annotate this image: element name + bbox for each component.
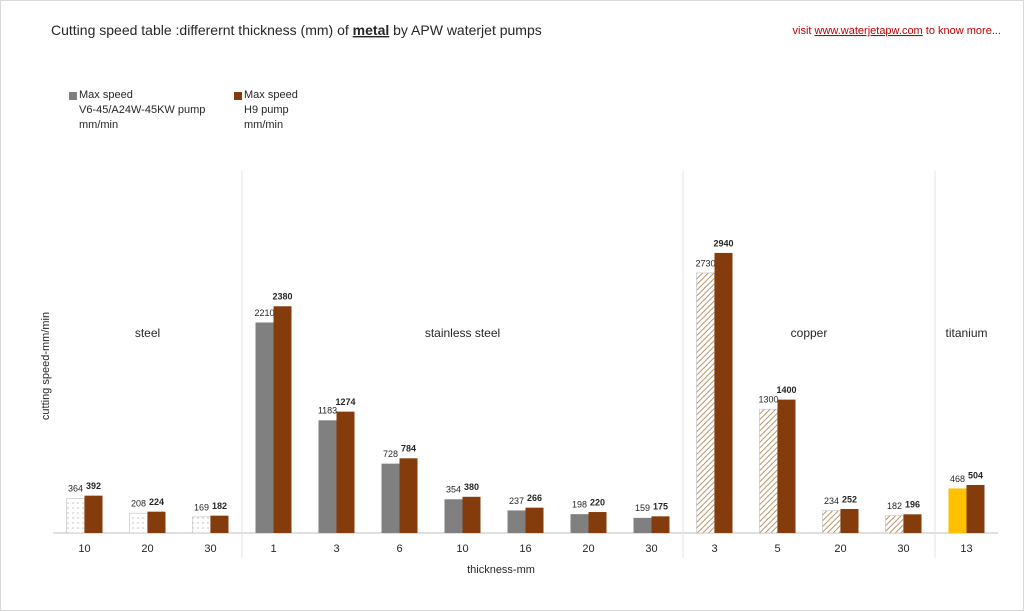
bar <box>777 399 796 533</box>
link[interactable]: www.waterjetapw.com <box>814 25 923 37</box>
bar <box>570 514 589 533</box>
data-label: 364 <box>68 484 83 494</box>
data-label: 234 <box>824 496 839 506</box>
data-label: 175 <box>653 502 668 512</box>
data-label: 380 <box>464 482 479 492</box>
bar <box>948 488 967 533</box>
data-label: 468 <box>950 474 965 484</box>
legend-label: Max speed H9 pump mm/min <box>244 89 298 131</box>
data-label: 1274 <box>335 397 355 407</box>
x-tick-label: 10 <box>456 543 468 555</box>
chart-title: Cutting speed table :differernt thicknes… <box>51 22 542 38</box>
y-axis-label: cutting speed-mm/min <box>40 312 52 420</box>
data-label: 2730 <box>695 258 715 268</box>
x-tick-label: 16 <box>519 543 531 555</box>
data-label: 237 <box>509 496 524 506</box>
bar <box>696 272 715 534</box>
legend-swatch <box>69 92 77 100</box>
bar <box>651 516 670 533</box>
bar <box>840 508 859 533</box>
data-label: 2210 <box>254 308 274 318</box>
x-tick-label: 30 <box>897 543 909 555</box>
data-label: 159 <box>635 503 650 513</box>
x-tick-label: 1 <box>270 543 276 555</box>
bar <box>759 408 778 534</box>
title-part: Cutting speed table :differernt thicknes… <box>51 22 349 38</box>
bar <box>507 510 526 533</box>
x-axis-label: thickness-mm <box>467 564 535 576</box>
bar <box>444 499 463 533</box>
bar <box>129 512 148 534</box>
bar <box>588 512 607 533</box>
bar <box>822 510 841 534</box>
link-text: visit www.waterjetapw.com to know more..… <box>793 25 1002 37</box>
data-label: 1400 <box>776 385 796 395</box>
data-label: 784 <box>401 444 416 454</box>
data-label: 728 <box>383 449 398 459</box>
bar <box>462 496 481 533</box>
data-label: 182 <box>887 501 902 511</box>
bar <box>903 514 922 533</box>
data-label: 354 <box>446 485 461 495</box>
data-label: 208 <box>131 499 146 509</box>
bar <box>273 306 292 533</box>
data-label: 196 <box>905 500 920 510</box>
x-tick-label: 3 <box>711 543 717 555</box>
bar <box>525 507 544 533</box>
data-label: 266 <box>527 493 542 503</box>
data-label: 169 <box>194 502 209 512</box>
bar <box>84 495 103 533</box>
data-label: 1183 <box>318 406 337 416</box>
x-tick-label: 10 <box>78 543 90 555</box>
group-label: stainless steel <box>425 326 500 340</box>
data-label: 182 <box>212 501 227 511</box>
bar <box>192 516 211 534</box>
x-tick-label: 3 <box>333 543 339 555</box>
bar <box>210 515 229 533</box>
legend-label: Max speed V6-45/A24W-45KW pump mm/min <box>79 89 206 131</box>
link-part: to know more... <box>926 25 1001 37</box>
bar <box>885 515 904 534</box>
x-tick-label: 30 <box>645 543 657 555</box>
x-tick-label: 20 <box>582 543 594 555</box>
group-label: copper <box>791 326 828 340</box>
bar <box>66 498 85 534</box>
legend-swatch <box>234 92 242 100</box>
data-label: 252 <box>842 494 857 504</box>
data-label: 198 <box>572 500 587 510</box>
data-label: 392 <box>86 481 101 491</box>
bar <box>633 517 652 533</box>
data-label: 504 <box>968 470 983 480</box>
data-label: 224 <box>149 497 164 507</box>
bar <box>147 511 166 533</box>
bar <box>336 411 355 533</box>
title-emphasis: metal <box>353 22 390 38</box>
x-tick-label: 13 <box>960 543 972 555</box>
group-label: steel <box>135 326 160 340</box>
bar <box>255 322 274 533</box>
bar <box>714 252 733 533</box>
data-label: 2940 <box>713 238 733 248</box>
bar <box>381 463 400 533</box>
title-part: by APW waterjet pumps <box>393 22 542 38</box>
bar <box>966 484 985 533</box>
data-label: 220 <box>590 497 605 507</box>
x-tick-label: 6 <box>396 543 402 555</box>
x-tick-label: 20 <box>834 543 846 555</box>
data-label: 2380 <box>272 292 292 302</box>
bar <box>318 420 337 533</box>
x-tick-label: 5 <box>774 543 780 555</box>
data-label: 1300 <box>758 395 778 405</box>
group-label: titanium <box>945 326 987 340</box>
link-part: visit <box>793 25 812 37</box>
bar <box>399 458 418 533</box>
x-tick-label: 20 <box>141 543 153 555</box>
x-tick-label: 30 <box>204 543 216 555</box>
